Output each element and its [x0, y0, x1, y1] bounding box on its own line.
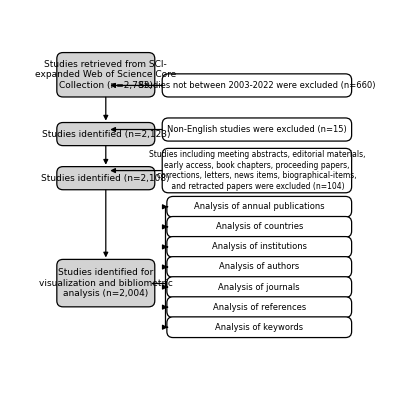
Text: Studies not between 2003-2022 were excluded (n=660): Studies not between 2003-2022 were exclu… — [139, 81, 375, 90]
Text: Analysis of authors: Analysis of authors — [219, 263, 299, 271]
FancyBboxPatch shape — [162, 74, 352, 97]
Text: Analysis of countries: Analysis of countries — [216, 222, 303, 231]
FancyBboxPatch shape — [167, 297, 352, 318]
Text: Studies identified (n=2,108): Studies identified (n=2,108) — [42, 174, 170, 182]
FancyBboxPatch shape — [162, 149, 352, 193]
FancyBboxPatch shape — [167, 277, 352, 297]
Text: Studies identified (n=2,123): Studies identified (n=2,123) — [42, 130, 170, 139]
FancyBboxPatch shape — [57, 167, 155, 190]
FancyBboxPatch shape — [57, 53, 155, 97]
Text: Analysis of keywords: Analysis of keywords — [215, 323, 303, 332]
FancyBboxPatch shape — [167, 257, 352, 277]
Text: Analysis of annual publications: Analysis of annual publications — [194, 202, 324, 211]
FancyBboxPatch shape — [162, 118, 352, 141]
FancyBboxPatch shape — [167, 317, 352, 338]
FancyBboxPatch shape — [57, 122, 155, 146]
Text: Studies identified for
visualization and bibliometric
analysis (n=2,004): Studies identified for visualization and… — [39, 268, 173, 298]
Text: Analysis of references: Analysis of references — [213, 303, 306, 312]
Text: Studies including meeting abstracts, editorial materials,
early access, book cha: Studies including meeting abstracts, edi… — [149, 150, 365, 191]
FancyBboxPatch shape — [57, 260, 155, 307]
Text: Analysis of institutions: Analysis of institutions — [212, 243, 307, 252]
FancyBboxPatch shape — [167, 237, 352, 257]
FancyBboxPatch shape — [167, 216, 352, 237]
Text: Studies retrieved from SCI-
expanded Web of Science Core
Collection (n=2,783): Studies retrieved from SCI- expanded Web… — [35, 60, 176, 90]
FancyBboxPatch shape — [167, 196, 352, 217]
Text: Non-English studies were excluded (n=15): Non-English studies were excluded (n=15) — [167, 125, 347, 134]
Text: Analysis of journals: Analysis of journals — [218, 282, 300, 292]
